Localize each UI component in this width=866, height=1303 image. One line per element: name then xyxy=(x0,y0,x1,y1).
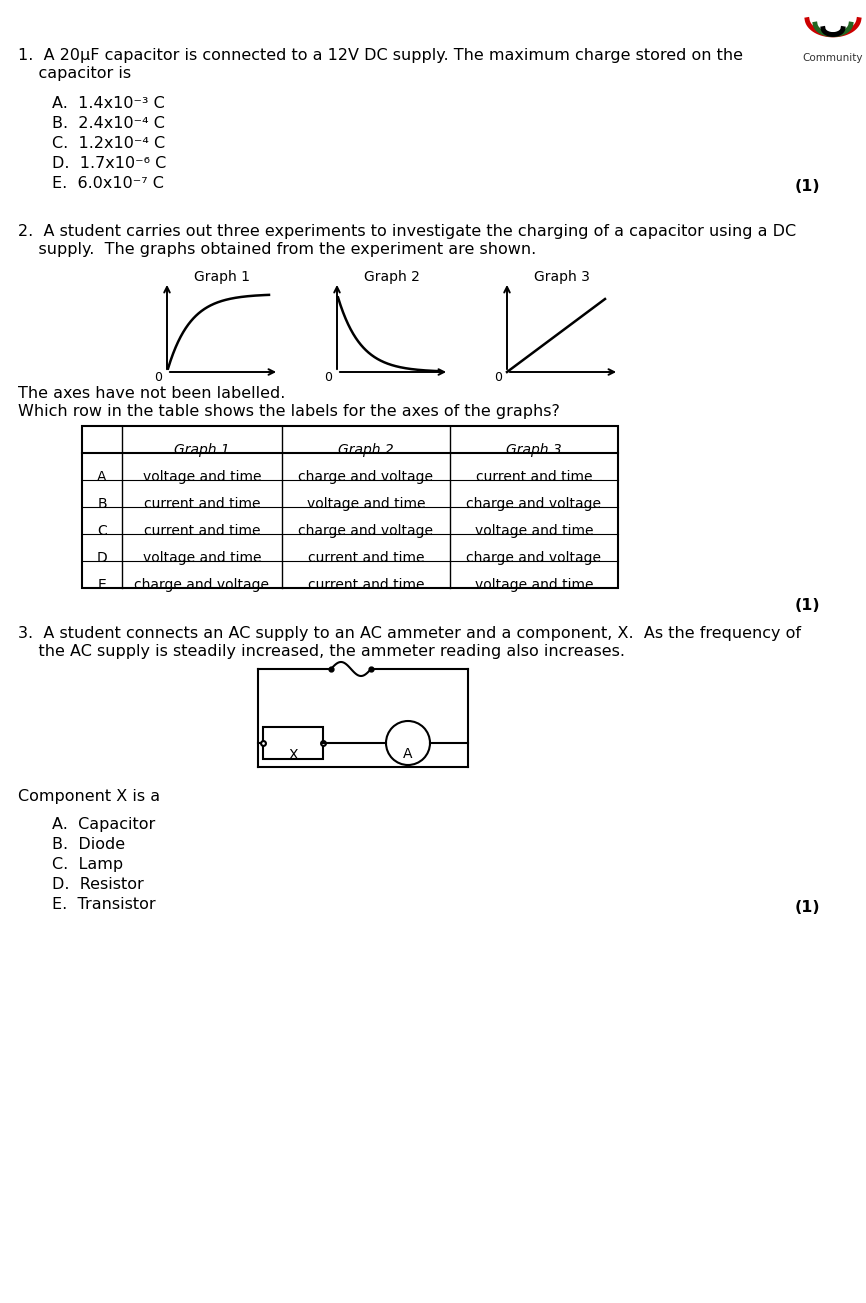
Text: 3.  A student connects an AC supply to an AC ammeter and a component, X.  As the: 3. A student connects an AC supply to an… xyxy=(18,625,801,641)
Text: 0: 0 xyxy=(324,371,332,384)
Text: charge and voltage: charge and voltage xyxy=(467,551,602,566)
Text: (1): (1) xyxy=(794,598,820,612)
Text: A.  1.4x10⁻³ C: A. 1.4x10⁻³ C xyxy=(52,96,165,111)
Text: voltage and time: voltage and time xyxy=(143,470,262,483)
Text: (1): (1) xyxy=(794,900,820,915)
Text: Component X is a: Component X is a xyxy=(18,790,160,804)
Text: charge and voltage: charge and voltage xyxy=(467,496,602,511)
Text: 0: 0 xyxy=(154,371,162,384)
Text: Which row in the table shows the labels for the axes of the graphs?: Which row in the table shows the labels … xyxy=(18,404,560,420)
Text: current and time: current and time xyxy=(307,551,424,566)
Text: (1): (1) xyxy=(794,179,820,194)
Text: E: E xyxy=(98,579,107,592)
Text: A: A xyxy=(97,470,107,483)
Text: C.  Lamp: C. Lamp xyxy=(52,857,123,872)
Text: current and time: current and time xyxy=(307,579,424,592)
Text: charge and voltage: charge and voltage xyxy=(134,579,269,592)
Text: voltage and time: voltage and time xyxy=(475,524,593,538)
Text: 0: 0 xyxy=(494,371,502,384)
Text: supply.  The graphs obtained from the experiment are shown.: supply. The graphs obtained from the exp… xyxy=(18,242,536,257)
Text: Graph 2: Graph 2 xyxy=(364,270,420,284)
Text: Graph 3: Graph 3 xyxy=(534,270,590,284)
Text: voltage and time: voltage and time xyxy=(475,579,593,592)
Text: D.  1.7x10⁻⁶ C: D. 1.7x10⁻⁶ C xyxy=(52,156,166,171)
Text: 1.  A 20μF capacitor is connected to a 12V DC supply. The maximum charge stored : 1. A 20μF capacitor is connected to a 12… xyxy=(18,48,743,63)
Text: voltage and time: voltage and time xyxy=(307,496,425,511)
Text: Graph 1: Graph 1 xyxy=(194,270,250,284)
Text: Community: Community xyxy=(803,53,863,63)
Bar xyxy=(263,727,323,760)
Text: Graph 1: Graph 1 xyxy=(174,443,229,457)
Text: charge and voltage: charge and voltage xyxy=(299,470,434,483)
Text: X: X xyxy=(288,748,298,762)
Text: E.  6.0x10⁻⁷ C: E. 6.0x10⁻⁷ C xyxy=(52,176,164,192)
Text: D.  Resistor: D. Resistor xyxy=(52,877,144,893)
Text: D: D xyxy=(97,551,107,566)
Text: C.  1.2x10⁻⁴ C: C. 1.2x10⁻⁴ C xyxy=(52,136,165,151)
Text: A.  Capacitor: A. Capacitor xyxy=(52,817,155,833)
Text: capacitor is: capacitor is xyxy=(18,66,131,81)
Text: the AC supply is steadily increased, the ammeter reading also increases.: the AC supply is steadily increased, the… xyxy=(18,644,625,659)
Text: E.  Transistor: E. Transistor xyxy=(52,896,156,912)
Text: 2.  A student carries out three experiments to investigate the charging of a cap: 2. A student carries out three experimen… xyxy=(18,224,796,238)
Text: current and time: current and time xyxy=(475,470,592,483)
Text: The axes have not been labelled.: The axes have not been labelled. xyxy=(18,386,286,401)
Text: Graph 3: Graph 3 xyxy=(506,443,562,457)
Text: voltage and time: voltage and time xyxy=(143,551,262,566)
Text: A: A xyxy=(404,747,413,761)
Text: B: B xyxy=(97,496,107,511)
Text: C: C xyxy=(97,524,107,538)
Bar xyxy=(82,426,618,588)
Text: B.  2.4x10⁻⁴ C: B. 2.4x10⁻⁴ C xyxy=(52,116,165,132)
Text: current and time: current and time xyxy=(144,524,261,538)
Text: Graph 2: Graph 2 xyxy=(338,443,394,457)
Text: current and time: current and time xyxy=(144,496,261,511)
Text: charge and voltage: charge and voltage xyxy=(299,524,434,538)
Text: B.  Diode: B. Diode xyxy=(52,837,125,852)
